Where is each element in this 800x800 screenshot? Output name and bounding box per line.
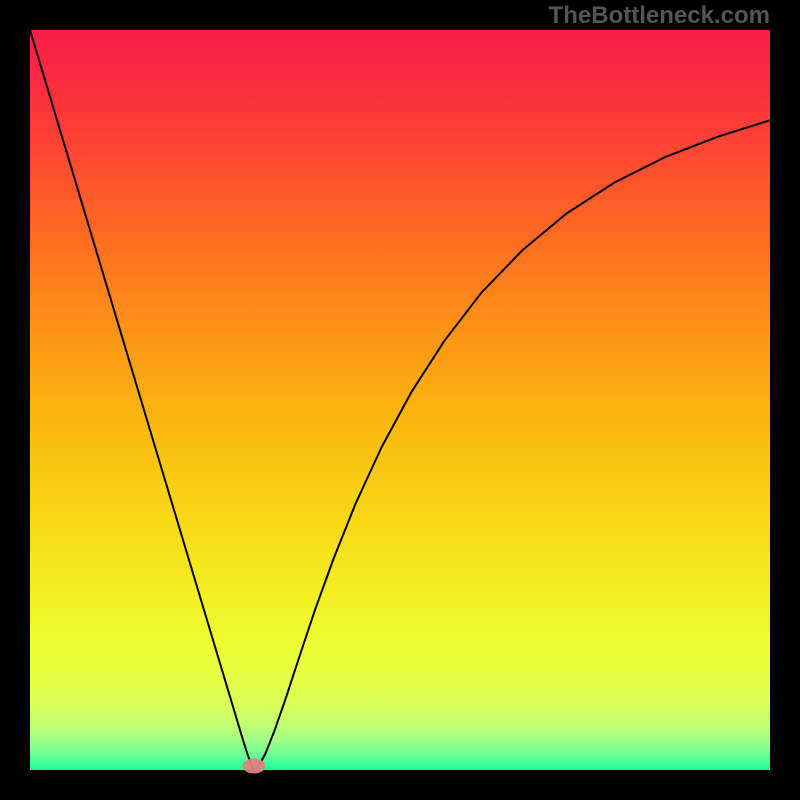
- curve-layer: [30, 30, 770, 770]
- watermark-text: TheBottleneck.com: [549, 2, 770, 30]
- plot-area: [30, 30, 770, 770]
- bottleneck-marker-icon: [242, 758, 266, 774]
- bottleneck-marker-ellipse: [243, 759, 265, 773]
- chart-stage: TheBottleneck.com: [0, 0, 800, 800]
- bottleneck-curve: [30, 30, 770, 770]
